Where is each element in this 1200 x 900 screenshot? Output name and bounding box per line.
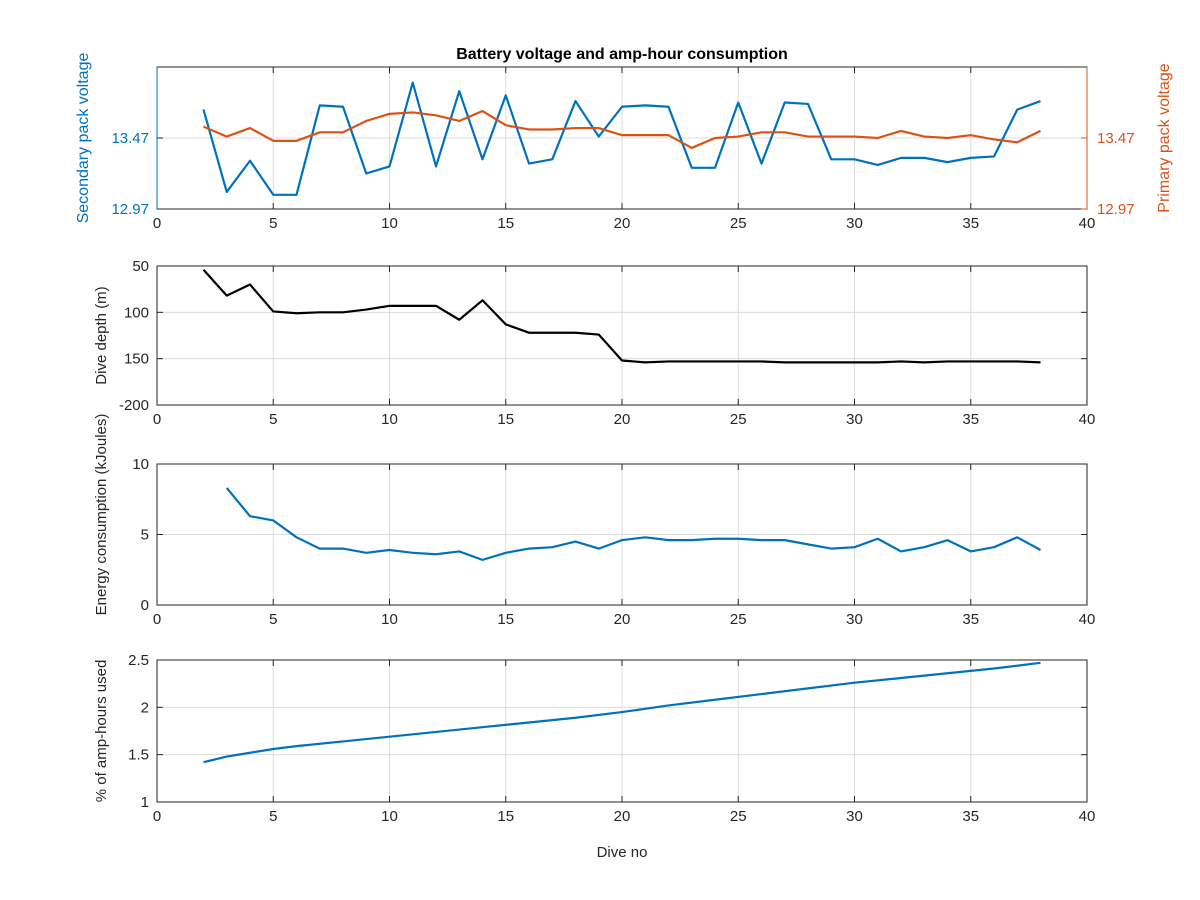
y-tick-label: 2.5 xyxy=(128,652,149,669)
x-tick-label: 25 xyxy=(730,808,747,825)
x-tick-label: 25 xyxy=(730,215,747,232)
x-tick-label: 25 xyxy=(730,411,747,428)
x-tick-label: 35 xyxy=(962,411,979,428)
x-tick-label: 5 xyxy=(269,611,277,628)
y-tick-label: 1.5 xyxy=(128,747,149,764)
y-axis-label: Dive depth (m) xyxy=(93,286,110,384)
x-tick-label: 35 xyxy=(962,215,979,232)
x-tick-label: 40 xyxy=(1079,215,1096,232)
subplot-3: 0 5 10 15 20 25 30 35 40 0 5 10 Energy consumption (… xyxy=(93,414,1095,628)
subplot-2: 0 5 10 15 20 25 30 35 40 50 100 150 -200 Dive depth (… xyxy=(93,258,1095,428)
x-tick-label: 30 xyxy=(846,611,863,628)
x-tick-label: 30 xyxy=(846,215,863,232)
x-tick-label: 10 xyxy=(381,215,398,232)
y-tick-label: 5 xyxy=(141,527,149,544)
y-tick-label: 2 xyxy=(141,699,149,716)
x-tick-label: 5 xyxy=(269,411,277,428)
y-tick-label: 1 xyxy=(141,794,149,811)
y-right-axis-label: Primary pack voltage xyxy=(1156,63,1173,212)
x-tick-label: 15 xyxy=(497,215,514,232)
x-tick-label: 0 xyxy=(153,411,161,428)
x-tick-label: 20 xyxy=(614,411,631,428)
y-tick-label: 100 xyxy=(124,304,149,321)
x-tick-label: 30 xyxy=(846,411,863,428)
y-tick-label: 13.47 xyxy=(111,130,149,147)
x-tick-label: 0 xyxy=(153,611,161,628)
x-tick-label: 15 xyxy=(497,411,514,428)
x-tick-label: 20 xyxy=(614,215,631,232)
y-axis-label: Energy consumption (kJoules) xyxy=(93,414,110,616)
x-tick-label: 0 xyxy=(153,808,161,825)
x-tick-label: 10 xyxy=(381,808,398,825)
x-tick-label: 10 xyxy=(381,611,398,628)
x-tick-label: 5 xyxy=(269,808,277,825)
y-right-tick-label: 12.97 xyxy=(1097,201,1135,218)
x-tick-label: 35 xyxy=(962,611,979,628)
x-tick-label: 30 xyxy=(846,808,863,825)
y-tick-label: -200 xyxy=(119,397,149,414)
x-tick-label: 0 xyxy=(153,215,161,232)
x-tick-label: 40 xyxy=(1079,611,1096,628)
series-1-line xyxy=(225,487,1042,561)
x-tick-label: 35 xyxy=(962,808,979,825)
x-tick-label: 20 xyxy=(614,808,631,825)
chart-title: Battery voltage and amp-hour consumption xyxy=(456,46,788,63)
x-tick-label: 40 xyxy=(1079,808,1096,825)
x-tick-label: 20 xyxy=(614,611,631,628)
x-tick-label: 15 xyxy=(497,808,514,825)
x-tick-label: 15 xyxy=(497,611,514,628)
y-tick-label: 50 xyxy=(132,258,149,275)
y-right-tick-label: 13.47 xyxy=(1097,130,1135,147)
y-axis-label: % of amp-hours used xyxy=(93,660,110,803)
x-tick-label: 5 xyxy=(269,215,277,232)
y-tick-label: 150 xyxy=(124,351,149,368)
subplot-4: 0 5 10 15 20 25 30 35 40 1 1.5 2 2.5 % of amp-hours u… xyxy=(93,652,1095,861)
x-tick-label: 40 xyxy=(1079,411,1096,428)
x-axis-label: Dive no xyxy=(597,844,648,861)
y-tick-label: 12.97 xyxy=(111,201,149,218)
y-tick-label: 10 xyxy=(132,456,149,473)
x-tick-label: 25 xyxy=(730,611,747,628)
y-axis-label: Secondary pack voltage xyxy=(75,53,92,224)
x-tick-label: 10 xyxy=(381,411,398,428)
y-tick-label: 0 xyxy=(141,597,149,614)
